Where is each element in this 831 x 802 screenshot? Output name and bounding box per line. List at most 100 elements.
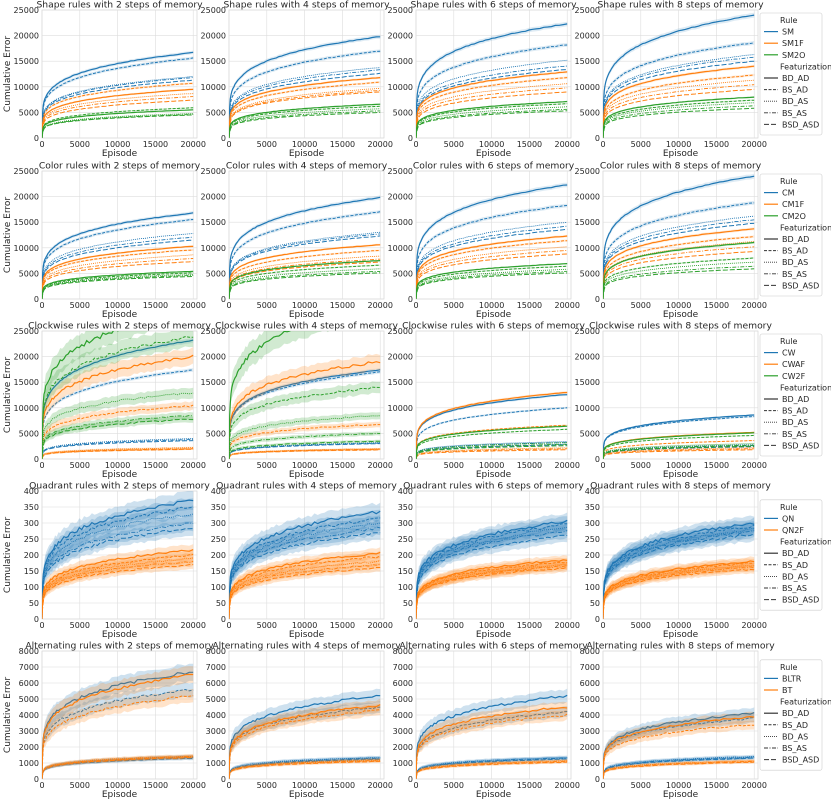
series-line-sm2o-bs_ad <box>42 107 194 138</box>
panel-color-8: 0 5000 10000 15000 20000 25000 0 5000 10000 15000… <box>575 161 767 321</box>
band-bt-bd_as <box>42 753 194 779</box>
x-tick-label: 20000 <box>180 621 205 630</box>
y-tick-label: 20000 <box>201 32 226 41</box>
x-tick-label: 10000 <box>292 140 317 149</box>
x-tick-label: 20000 <box>367 140 392 149</box>
x-tick-label: 5000 <box>444 781 464 790</box>
y-tick-label: 5000 <box>19 269 39 278</box>
band-cwaf-bd_ad <box>229 353 381 459</box>
y-tick-label: 4000 <box>580 711 600 720</box>
panel-color-6: 0 5000 10000 15000 20000 25000 0 5000 10000 15000… <box>388 161 580 321</box>
legend-label-sm1f: SM1F <box>782 39 804 48</box>
series-line-qn-bd_ad <box>42 499 194 619</box>
series-line-bltr-bs_ad <box>229 706 381 779</box>
y-tick-label: 10000 <box>575 83 600 92</box>
y-tick-label: 1000 <box>580 759 600 768</box>
legend-label-bltr: BLTR <box>782 674 802 683</box>
band-cw2f-bs_as <box>42 412 194 459</box>
band-bltr-bd_as <box>229 755 381 779</box>
band-bltr-bs_as <box>42 755 194 779</box>
y-tick-label: 15000 <box>14 218 39 227</box>
series-line-cwaf-bs_ad <box>229 424 381 459</box>
x-tick-label: 15000 <box>517 621 542 630</box>
legend-heading-rule: Rule <box>780 337 797 346</box>
band-cw2f-bsd_asd <box>229 439 381 459</box>
series-line-bt-bsd_asd <box>416 761 568 779</box>
series-group <box>416 21 568 138</box>
panel-title: Clockwise rules with 4 steps of memory <box>215 321 398 332</box>
band-cm1f-bs_ad <box>229 249 381 299</box>
x-tick-label: 15000 <box>330 621 355 630</box>
panel-alternating-8: 0 1000 2000 3000 4000 5000 6000 7000 8000 0 5000 10… <box>580 641 776 801</box>
band-cwaf-bs_ad <box>603 440 755 459</box>
y-tick-label: 100 <box>24 583 39 592</box>
y-tick-label: 20000 <box>575 32 600 41</box>
y-tick-label: 50 <box>590 599 600 608</box>
y-tick-label: 50 <box>403 599 413 608</box>
series-line-cm1f-bsd_asd <box>603 250 755 299</box>
y-tick-label: 150 <box>211 567 226 576</box>
series-line-qn-bd_ad <box>416 519 568 619</box>
x-tick-label: 15000 <box>330 140 355 149</box>
series-line-cm-bd_as <box>42 232 194 299</box>
y-tick-label: 350 <box>398 503 413 512</box>
series-line-qn-bd_as <box>229 522 381 619</box>
y-tick-label: 200 <box>24 551 39 560</box>
series-line-cm-bsd_asd <box>416 228 568 299</box>
y-tick-label: 5000 <box>19 695 39 704</box>
series-line-qn2f-bs_as <box>603 566 755 619</box>
legend-label-bsd_asd: BSD_ASD <box>782 120 819 129</box>
x-axis-label: Episode <box>289 630 325 640</box>
panel-title: Shape rules with 4 steps of memory <box>223 0 390 11</box>
series-line-cwaf-bsd_asd <box>42 448 194 459</box>
y-tick-label: 5000 <box>19 108 39 117</box>
series-line-cw2f-bd_as <box>42 392 194 459</box>
series-line-cm-bd_ad <box>603 175 755 299</box>
legend-label-bd_as: BD_AS <box>782 732 808 741</box>
series-group <box>229 331 381 459</box>
legend-label-bs_ad: BS_AD <box>782 561 808 570</box>
series-line-cm2o-bsd_asd <box>416 272 568 299</box>
y-tick-label: 0 <box>34 295 39 304</box>
legend-label-bd_ad: BD_AD <box>782 709 809 718</box>
band-cw2f-bs_ad <box>42 331 194 459</box>
y-axis-label: Cumulative Error <box>3 36 13 112</box>
series-line-qn-bd_as <box>603 527 755 619</box>
series-line-cm-bd_as <box>603 215 755 299</box>
y-tick-label: 250 <box>398 535 413 544</box>
band-cw2f-bd_ad <box>229 331 329 459</box>
panel-quadrant-8: 0 50 100 150 200 250 300 350 400 0 5000 10000 15000 2… <box>585 481 772 641</box>
series-line-sm2o-bd_ad <box>603 96 755 138</box>
y-tick-label: 0 <box>408 134 413 143</box>
y-tick-label: 7000 <box>580 663 600 672</box>
series-line-qn2f-bsd_asd <box>603 568 755 619</box>
series-line-qn-bsd_asd <box>603 533 755 619</box>
legend-label-bd_ad: BD_AD <box>782 74 809 83</box>
series-line-sm-bd_as <box>229 67 381 138</box>
x-tick-label: 5000 <box>631 301 651 310</box>
band-qn2f-bs_as <box>229 559 381 619</box>
panel-clockwise-4: 0 5000 10000 15000 20000 25000 0 5000 10000 15000… <box>201 321 399 481</box>
series-line-qn-bs_ad <box>42 506 194 619</box>
x-tick-label: 15000 <box>704 621 729 630</box>
series-line-cm1f-bs_as <box>229 258 381 299</box>
y-tick-label: 5000 <box>393 695 413 704</box>
series-line-sm-bs_as <box>42 77 194 138</box>
y-tick-label: 0 <box>34 775 39 784</box>
legend-label-cw2f: CW2F <box>782 372 806 381</box>
y-tick-label: 350 <box>211 503 226 512</box>
panel-title: Quadrant rules with 8 steps of memory <box>590 481 771 492</box>
series-line-cw2f-bs_ad <box>416 428 568 459</box>
x-tick-label: 15000 <box>330 781 355 790</box>
legend-label-bsd_asd: BSD_ASD <box>782 281 819 290</box>
legend-label-bs_as: BS_AS <box>782 109 807 118</box>
band-sm-bs_ad <box>42 56 194 138</box>
legend-label-bsd_asd: BSD_ASD <box>782 756 819 765</box>
band-qn2f-bsd_asd <box>416 563 568 619</box>
band-cwaf-bs_ad <box>42 400 194 459</box>
series-line-sm2o-bsd_asd <box>229 111 381 138</box>
series-line-cm2o-bs_ad <box>229 264 381 299</box>
y-tick-label: 200 <box>211 551 226 560</box>
series-line-cwaf-bsd_asd <box>416 449 568 459</box>
x-tick-label: 15000 <box>517 301 542 310</box>
